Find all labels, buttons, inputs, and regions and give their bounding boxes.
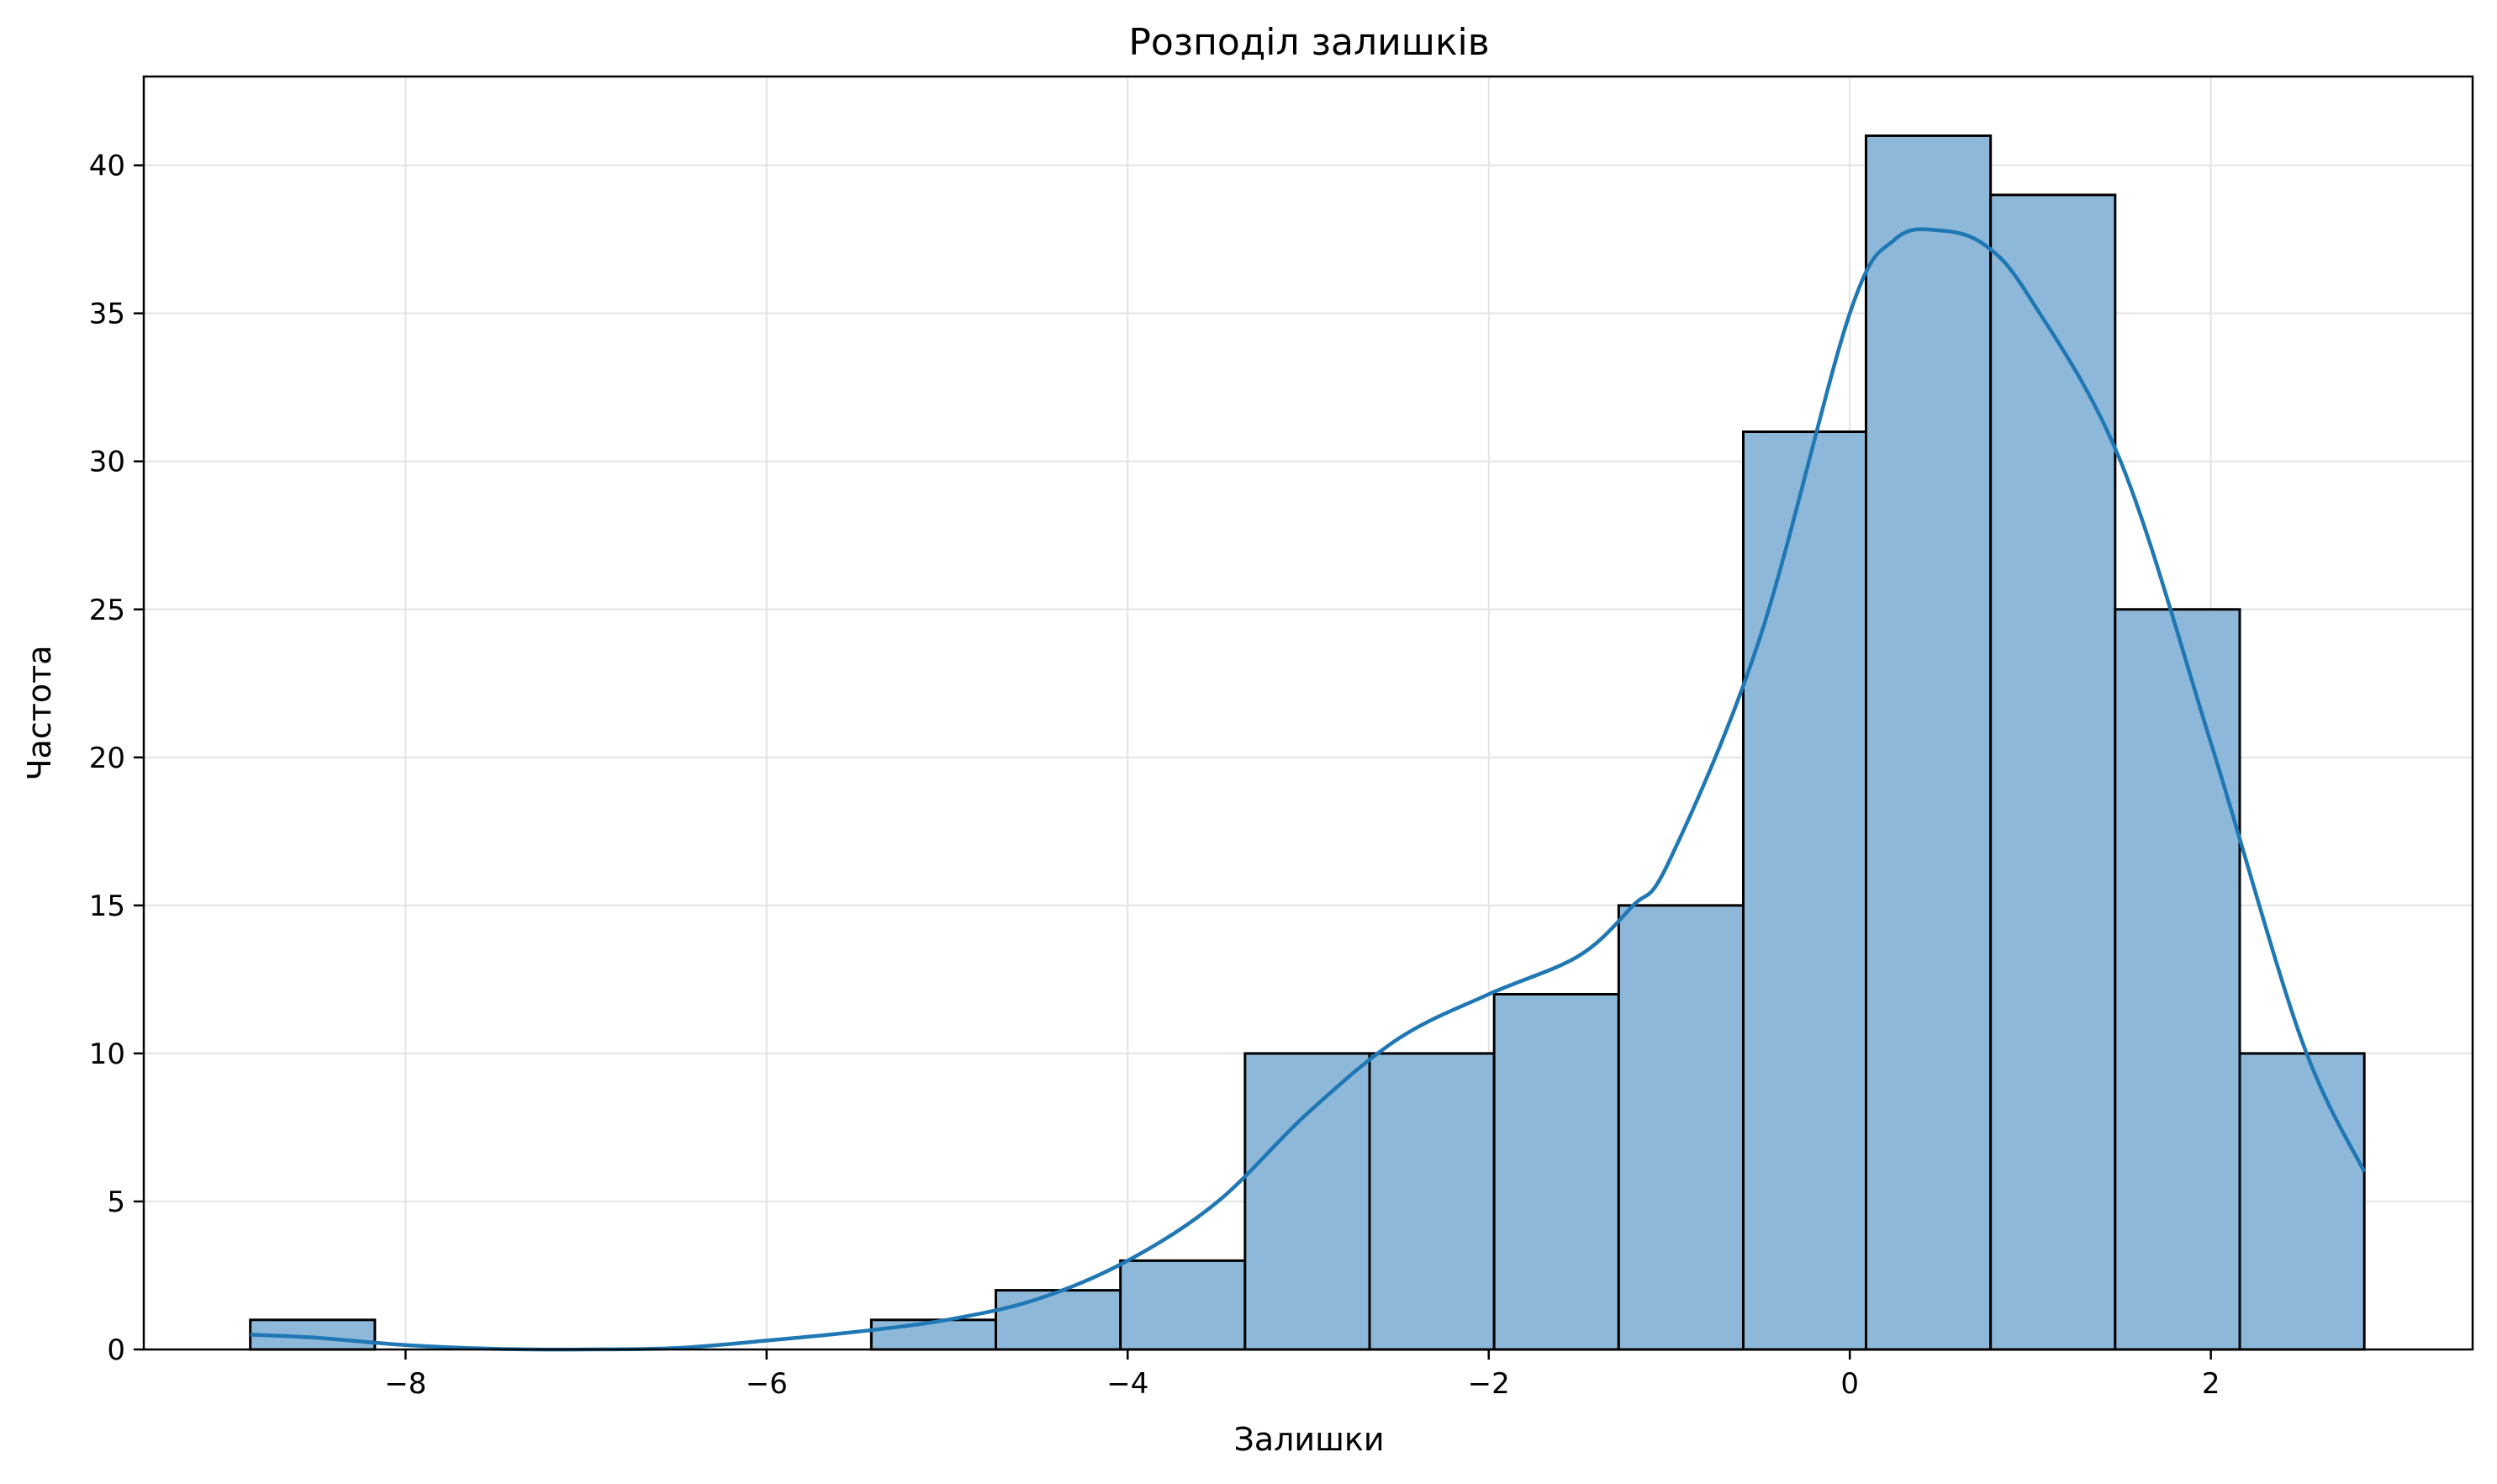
histogram-bar [869, 1318, 998, 1351]
y-axis-title: Частота [21, 645, 58, 780]
y-tick-label: 25 [89, 594, 125, 627]
histogram-bar [1119, 1259, 1247, 1351]
x-tick-label: −6 [746, 1367, 788, 1401]
histogram-bar [1492, 992, 1620, 1351]
y-tick-label: 20 [89, 742, 125, 775]
x-tick-label: −4 [1106, 1367, 1148, 1401]
histogram-bar [2238, 1052, 2366, 1351]
x-tick-label: −8 [384, 1367, 426, 1401]
plot-area-frame [142, 75, 2474, 1351]
histogram-bar [1243, 1052, 1371, 1351]
chart-title: Розподіл залишків [1128, 21, 1489, 64]
y-axis: 0 5 10 15 20 25 30 35 40 [89, 150, 144, 1367]
kde-curve-group [250, 227, 2367, 1352]
x-axis: −8 −6 −4 −2 0 2 [384, 1349, 2220, 1401]
histogram-bar [2114, 608, 2241, 1351]
histogram-bar [1865, 134, 1993, 1351]
histogram-bar [249, 1318, 377, 1351]
y-tick-label: 15 [89, 890, 125, 923]
histogram-bar [1617, 904, 1745, 1351]
histogram-bar [1989, 193, 2117, 1351]
y-tick-label: 10 [89, 1038, 125, 1071]
histogram-bars [249, 134, 2366, 1351]
histogram-bar [1741, 430, 1868, 1351]
histogram-bar [1368, 1052, 1496, 1351]
y-tick-label: 0 [107, 1333, 125, 1367]
x-tick-label: 0 [1840, 1367, 1859, 1401]
y-tick-label: 30 [89, 446, 125, 479]
kde-curve [250, 227, 2367, 1352]
y-tick-label: 40 [89, 150, 125, 183]
y-tick-label: 5 [107, 1186, 125, 1219]
histogram-bar [995, 1289, 1122, 1351]
x-tick-label: −2 [1468, 1367, 1510, 1401]
x-axis-title: Залишки [1233, 1421, 1384, 1458]
x-tick-label: 2 [2202, 1367, 2220, 1401]
y-tick-label: 35 [89, 298, 125, 331]
